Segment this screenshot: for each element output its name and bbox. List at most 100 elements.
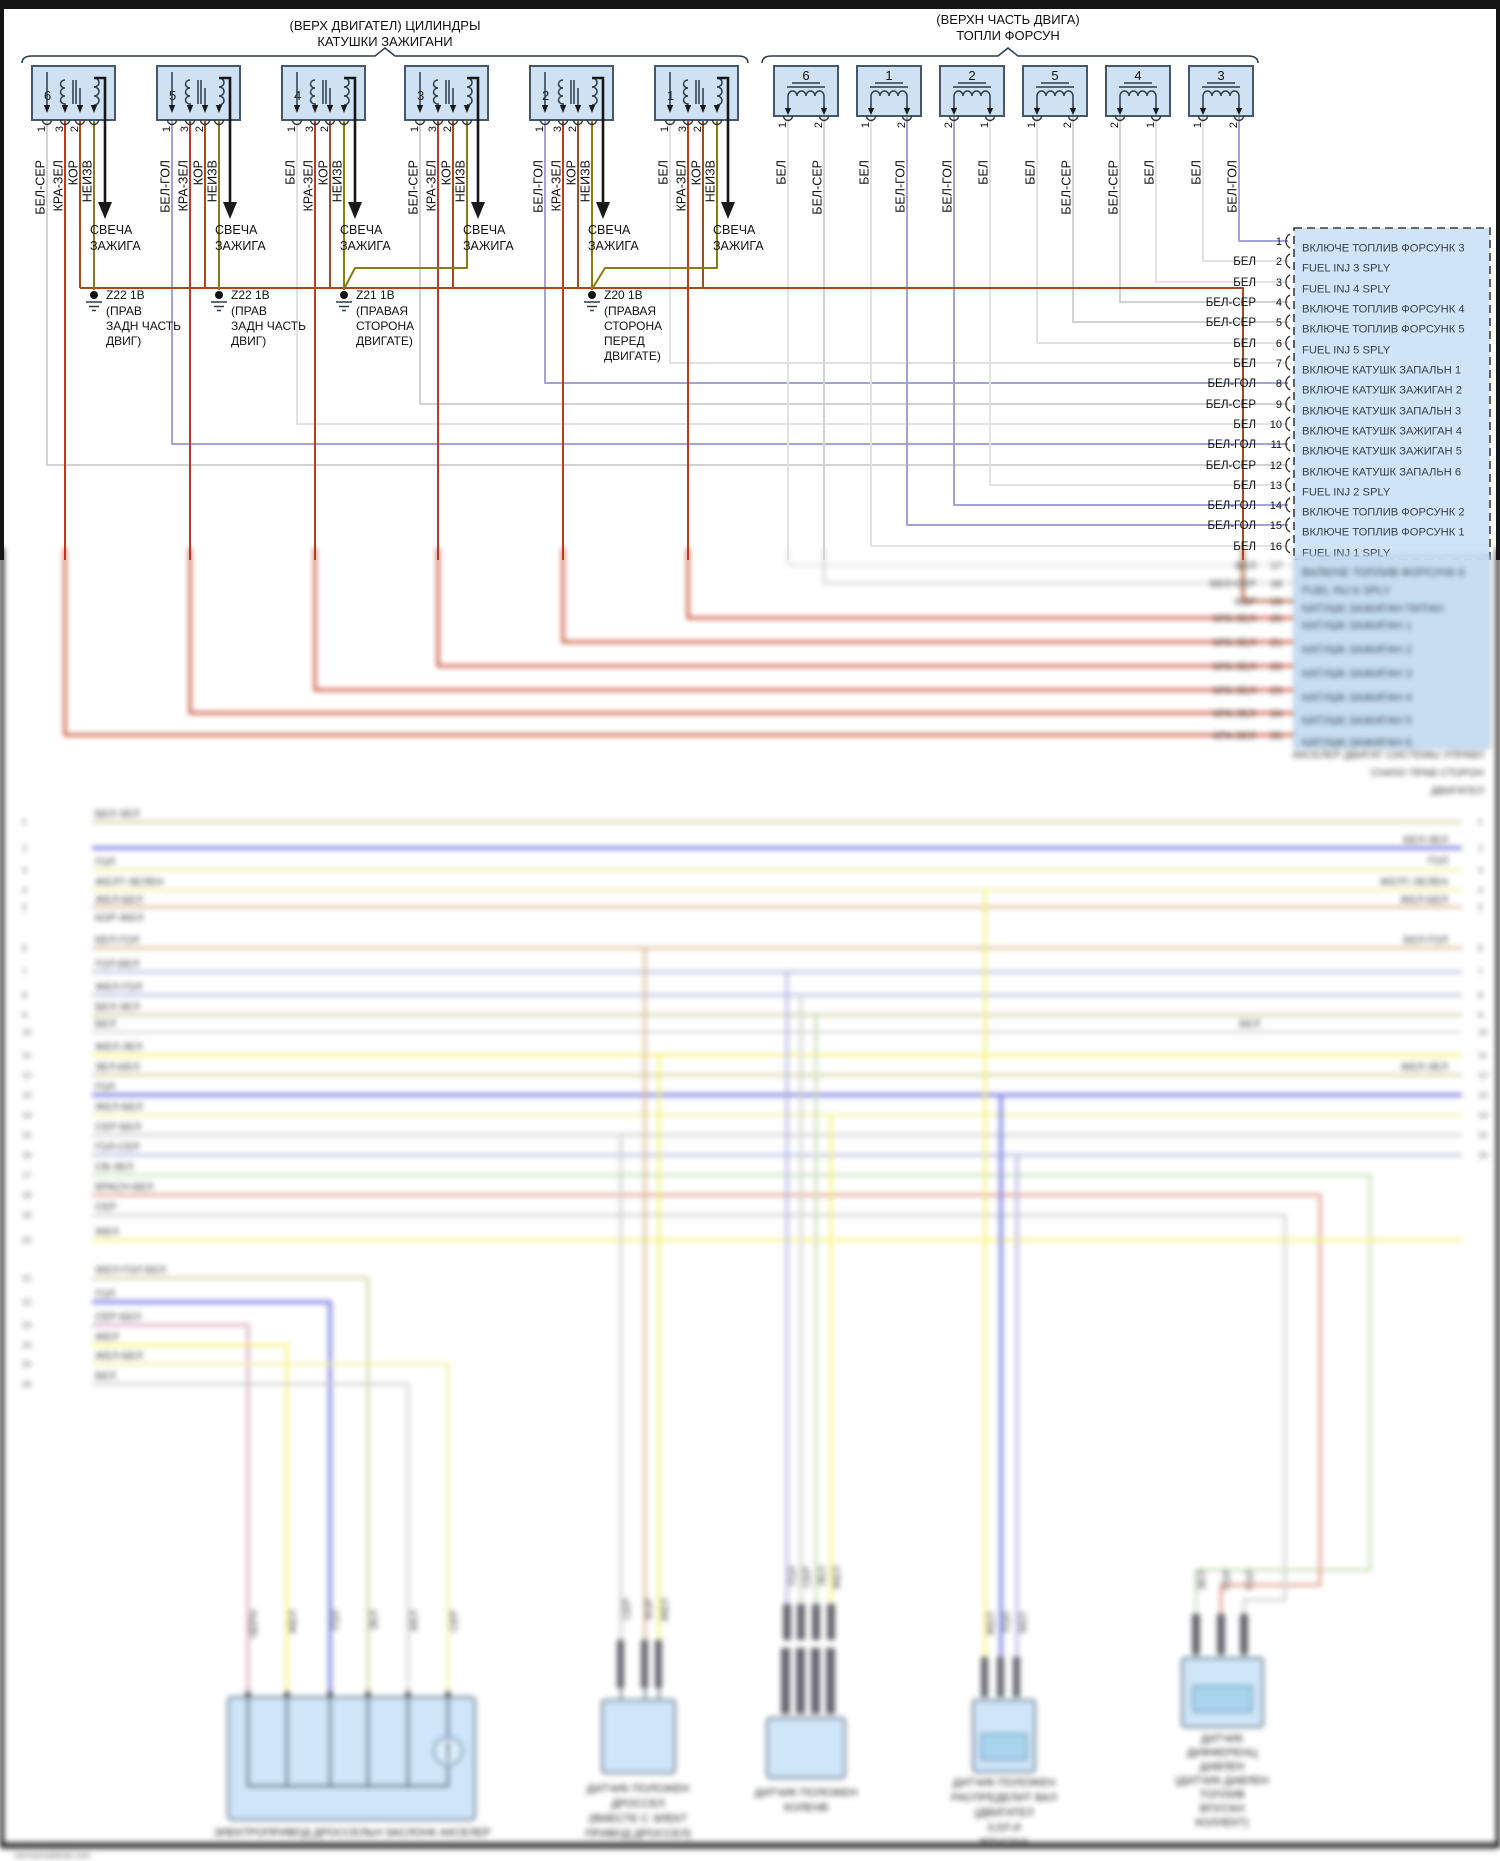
pin-number: 3 — [427, 126, 439, 132]
fuel-injector-6: 6 1 2 БЕЛ БЕЛ-СЕР — [773, 65, 839, 215]
pin-number: 3 — [54, 126, 66, 132]
wire-label: БЕЛ-СЕР — [811, 160, 825, 215]
row-label: ВКЛЮЧЕ ТОПЛИВ ФОРСУНК 2 — [1302, 507, 1465, 519]
wire-label: БЕЛ — [284, 160, 298, 185]
pin-number: 2 — [1062, 122, 1074, 128]
row-label: ВКЛЮЧЕ ТОПЛИВ ФОРСУНК 5 — [1302, 324, 1465, 336]
row-label: FUEL INJ 4 SPLY — [1302, 284, 1391, 296]
spark-plug-label: ЗАЖИГА — [588, 239, 639, 253]
connector-caption: ДВИГАТЕЛ — [1431, 785, 1484, 797]
injector-number: 2 — [968, 68, 975, 83]
ground-loc: ЗАДН ЧАСТЬ — [231, 319, 306, 333]
wire-label: КОР-ЖЕЛ — [95, 912, 143, 924]
row-pin: 11 — [1271, 439, 1282, 451]
wire-label: КРА-ЗЕЛ — [302, 160, 316, 211]
injector-number: 1 — [885, 68, 892, 83]
ref-number: 8 — [1478, 990, 1483, 1000]
connector-pin-row: БЕЛ-ГОЛ 15 ВКЛЮЧЕ ТОПЛИВ ФОРСУНК 1 — [1207, 517, 1465, 539]
pin-label: ЖЕЛ — [659, 1598, 671, 1622]
wire-coil3-bel-ser — [419, 120, 1288, 405]
ground-z22-b: Z22 1В (ПРАВ ЗАДН ЧАСТЬ ДВИГ) — [211, 288, 306, 348]
pin-number: 1 — [286, 126, 298, 132]
row-pin: 9 — [1276, 399, 1282, 411]
pin-label: БЕЛ — [408, 1610, 420, 1631]
wire-inj5-bel — [1036, 116, 1288, 344]
spark-plug-label: СВЕЧА — [215, 223, 258, 237]
wire-label: ЖЕЛТ-ЗЕЛЕН — [1380, 876, 1448, 888]
ref-number: 16 — [1478, 1150, 1488, 1160]
pin-number: 1 — [534, 126, 546, 132]
connector-pin-row: БЕЛ-ГОЛ 8 ВКЛЮЧЕ КАТУШК ЗАЖИГАН 2 — [1207, 375, 1462, 397]
ref-number: 9 — [1478, 1010, 1483, 1020]
ground-code: Z20 1В — [604, 288, 643, 302]
wire-label: БЕЛ — [775, 160, 789, 185]
pin-number: 2 — [692, 126, 704, 132]
diagram-sharp-layer: (ВЕРХ ДВИГАТЕЛ) ЦИЛИНДРЫ КАТУШКИ ЗАЖИГАН… — [0, 0, 1500, 560]
wire-label: ЖЕЛ-БЕЛ — [95, 894, 143, 906]
pin-number: 2 — [943, 122, 955, 128]
pin-label: ГОЛ — [1244, 1570, 1256, 1590]
ref-number: 5 — [1478, 902, 1483, 912]
component-caption: ВПУСКН — [1200, 1803, 1245, 1815]
blurred-lower-diagram: БЕЛ 17 ВКЛЮЧЕ ТОПЛИВ ФОРСУНК 6 БЕЛ-СЕР 18 FU… — [0, 548, 1500, 1861]
component-caption: (ВМЕСТЕ С ЭЛЕКТ — [589, 1813, 688, 1825]
connector-pin-row: БЕЛ-СЕР 4 ВКЛЮЧЕ ТОПЛИВ ФОРСУНК 4 — [1206, 294, 1465, 316]
ignition-coil-4: 4 1 3 2 БЕЛ КРА-ЗЕЛ КОР НЕИЗВ СВЕЧА ЗАЖИ… — [281, 65, 391, 253]
connector-pin-row: БЕЛ-СЕР 12 ВКЛЮЧЕ КАТУШК ЗАПАЛЬН 6 — [1206, 457, 1461, 479]
row-pin: 8 — [1276, 378, 1282, 390]
wire-inj2-bel-gol — [953, 116, 1288, 506]
wire-kor-bus — [80, 287, 1244, 560]
ground-loc: ДВИГ) — [231, 334, 266, 348]
row-label: КАТУШК ЗАЖИГАН 2 — [1302, 644, 1412, 656]
pin-label: ГОЛ — [787, 1566, 799, 1586]
wire-label: КРА-ЗЕЛ — [425, 160, 439, 211]
row-wire: КРА-ЗЕЛ — [1213, 730, 1256, 742]
wire-label: БЕЛ-СЕР — [1060, 160, 1074, 215]
connector-pin-row: БЕЛ 10 ВКЛЮЧЕ КАТУШК ЗАЖИГАН 4 — [1233, 416, 1462, 438]
fuel-injector-5: 5 1 2 БЕЛ БЕЛ-СЕР — [1022, 65, 1088, 215]
row-wire: БЕЛ-СЕР — [1210, 578, 1256, 590]
ref-number: 15 — [1478, 1130, 1488, 1140]
component-caption: ДИФФЕРЕНЦ — [1187, 1747, 1257, 1759]
row-wire: БЕЛ — [1235, 560, 1256, 572]
component-caption: ДАВЛЕН — [1200, 1761, 1245, 1773]
ground-z22-a: Z22 1В (ПРАВ ЗАДН ЧАСТЬ ДВИГ) — [86, 288, 181, 348]
pin-number: 2 — [69, 126, 81, 132]
spark-arrow — [98, 202, 112, 219]
wire-label: КРА-ЗЕЛ — [550, 160, 564, 211]
injectors-header-line1: (ВЕРХН ЧАСТЬ ДВИГА) — [936, 12, 1080, 27]
ref-number: 11 — [22, 1050, 31, 1060]
component-caption: ПРИВОД ДРОССЕЛ) — [585, 1828, 691, 1840]
ground-z20: Z20 1В (ПРАВАЯ СТОРОНА ПЕРЕД ДВИГАТЕ) — [584, 288, 662, 363]
spark-plug-label: СВЕЧА — [90, 223, 133, 237]
wire-inj4-bel-ser — [1119, 116, 1288, 303]
pin-label: ГОЛ — [1221, 1570, 1233, 1590]
ref-number: 26 — [22, 1379, 32, 1389]
row-label: ВКЛЮЧЕ КАТУШК ЗАЖИГАН 2 — [1302, 385, 1462, 397]
wire-label: ЖЕЛ-БЕЛ — [1400, 894, 1448, 906]
ref-number: 23 — [22, 1320, 32, 1330]
injector-number: 4 — [1134, 68, 1141, 83]
component-caption: КОЛЛЕКТ) — [1195, 1817, 1248, 1829]
row-pin: 6 — [1276, 338, 1282, 350]
spark-plug-label: СВЕЧА — [713, 223, 756, 237]
wire-label: НЕИЗВ — [454, 160, 468, 202]
spark-arrow — [223, 202, 237, 219]
ref-number: 10 — [22, 1027, 32, 1037]
component-pressure-sensor: ЗЕЛ ГОЛ ГОЛ ДАТЧИК ДИФФЕРЕНЦ ДАВЛЕН (ДАТ… — [1175, 1570, 1269, 1829]
row-label: ВКЛЮЧЕ КАТУШК ЗАЖИГАН 4 — [1302, 426, 1462, 438]
ignition-coils-header: (ВЕРХ ДВИГАТЕЛ) ЦИЛИНДРЫ КАТУШКИ ЗАЖИГАН… — [21, 18, 749, 64]
spark-arrow — [596, 202, 610, 219]
ref-number: 20 — [22, 1235, 32, 1245]
spark-plug-label: ЗАЖИГА — [215, 239, 266, 253]
wire-label: БЕЛ — [1239, 1018, 1260, 1030]
ignition-coil-6: 6 1 3 2 БЕЛ-СЕР КРА-ЗЕЛ КОР НЕИЗВ СВЕЧА … — [31, 65, 141, 253]
pin-number: 2 — [567, 126, 579, 132]
wire-label: БЕЛ — [1024, 160, 1038, 185]
wire-label: КРА-ЗЕЛ — [177, 160, 191, 211]
ref-number: 4 — [22, 885, 27, 895]
ref-number: 11 — [1478, 1050, 1487, 1060]
ground-loc: (ПРАВАЯ — [356, 304, 408, 318]
ref-number: 17 — [22, 1170, 32, 1180]
